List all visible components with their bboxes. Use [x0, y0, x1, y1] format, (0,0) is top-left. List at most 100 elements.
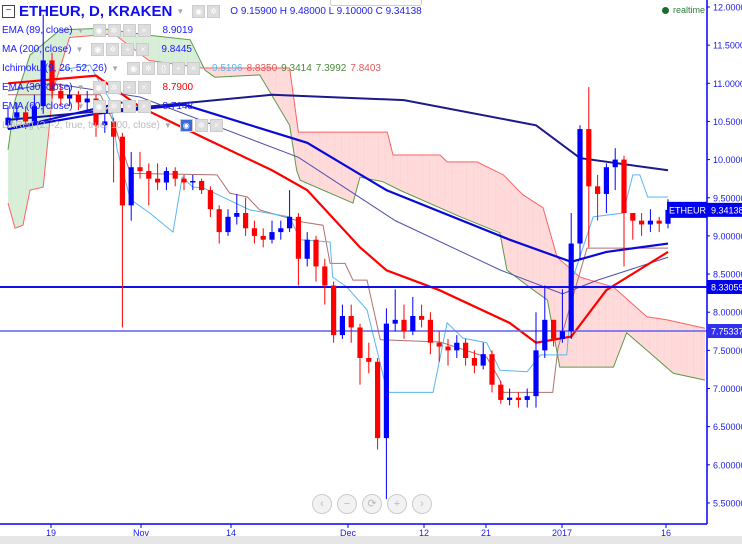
symbol-title: ETHEUR, D, KRAKEN [19, 3, 173, 20]
close-icon[interactable]: × [137, 24, 151, 37]
cloud-segment [277, 68, 279, 107]
eye-icon[interactable]: ◉ [126, 62, 140, 75]
cloud-segment [483, 164, 485, 227]
cloud-segment [266, 68, 268, 89]
cloud-segment [616, 290, 618, 358]
eye-icon[interactable]: ◉ [179, 119, 193, 132]
eye-icon[interactable]: ◉ [192, 5, 206, 18]
candle-body [181, 178, 187, 183]
scroll-left-button[interactable]: ‹ [312, 494, 332, 514]
collapse-legend-button[interactable]: − [2, 5, 15, 18]
cloud-segment [81, 29, 83, 37]
eye-icon[interactable]: ◉ [92, 81, 106, 94]
cloud-segment [228, 68, 230, 77]
candle [463, 338, 469, 366]
cloud-segment [413, 155, 415, 197]
plus-icon[interactable]: + [122, 100, 136, 113]
cloud-segment [363, 132, 365, 179]
chevron-down-icon[interactable]: ▼ [163, 121, 172, 130]
indicator-ema60[interactable]: EMA (60, close) ▼ ◉ ✲ + × 8.7148 [2, 97, 422, 116]
indicator-ema30[interactable]: EMA (30, close) ▼ ◉ ✲ + × 8.7900 [2, 78, 422, 97]
cloud-segment [353, 132, 355, 200]
cloud-segment [608, 285, 610, 368]
candle-body [586, 129, 592, 187]
close-icon[interactable]: × [186, 62, 200, 75]
cloud-segment [573, 271, 575, 368]
cloud-segment [389, 142, 391, 186]
candle [533, 312, 539, 408]
braces-icon[interactable]: {} [156, 62, 170, 75]
cloud-segment [55, 32, 57, 83]
cloud-segment [333, 132, 335, 196]
chevron-down-icon[interactable]: ▼ [76, 26, 85, 35]
gear-icon[interactable]: ✲ [107, 81, 121, 94]
candle [84, 90, 90, 111]
chevron-down-icon[interactable]: ▼ [111, 64, 119, 73]
plus-icon[interactable]: + [171, 62, 185, 75]
eye-icon[interactable]: ◉ [92, 24, 106, 37]
cloud-segment [646, 316, 648, 352]
gear-icon[interactable]: ✲ [106, 43, 120, 56]
indicator-ema89[interactable]: EMA (89, close) ▼ ◉ ✲ + × 8.9019 [2, 21, 422, 40]
cloud-segment [583, 278, 585, 368]
cloud-segment [472, 161, 474, 223]
cloud-segment [459, 161, 461, 217]
plus-icon[interactable]: + [122, 81, 136, 94]
eye-icon[interactable]: ◉ [91, 43, 105, 56]
close-icon[interactable]: × [137, 100, 151, 113]
gear-icon[interactable]: ✲ [107, 100, 121, 113]
indicator-ma200[interactable]: MA (200, close) ▼ ◉ ✲ + × 9.8445 [2, 40, 422, 59]
cloud-segment [297, 125, 299, 176]
price-label-box [707, 279, 742, 294]
close-icon[interactable]: × [136, 43, 150, 56]
zoom-in-button[interactable]: + [387, 494, 407, 514]
cloud-segment [433, 155, 435, 206]
plus-icon[interactable]: + [121, 43, 135, 56]
gear-icon[interactable]: ✲ [107, 24, 121, 37]
scroll-right-button[interactable]: › [412, 494, 432, 514]
indicator-linreg[interactable]: LinReg (2, -2, true, true, 100, close) ▼ … [2, 116, 422, 135]
zoom-out-button[interactable]: − [337, 494, 357, 514]
cloud-segment [575, 273, 577, 368]
cloud-segment [631, 303, 633, 339]
cloud-segment [377, 132, 379, 181]
cloud-segment [600, 283, 602, 368]
cloud-segment [313, 132, 315, 187]
gear-icon[interactable]: ✲ [207, 5, 221, 18]
cloud-segment [23, 70, 25, 221]
cloud-segment [515, 187, 517, 278]
close-icon[interactable]: × [209, 119, 223, 132]
cloud-segment [376, 132, 378, 181]
cloud-segment [521, 192, 522, 282]
cloud-segment [380, 132, 382, 182]
cloud-segment [598, 282, 600, 368]
gear-icon[interactable]: ✲ [141, 62, 155, 75]
indicator-ichimoku[interactable]: Ichimoku (9, 26, 52, 26) ▼ ◉ ✲{} + × 9.5196 … [2, 59, 422, 78]
cloud-segment [384, 132, 386, 184]
close-icon[interactable]: × [137, 81, 151, 94]
cloud-segment [444, 159, 446, 211]
chevron-down-icon[interactable]: ▼ [176, 7, 185, 16]
candle [419, 304, 425, 328]
cloud-segment [359, 132, 360, 181]
cloud-segment [684, 323, 686, 376]
cloud-segment [178, 38, 180, 65]
cloud-segment [71, 29, 73, 38]
cloud-segment [585, 278, 587, 368]
cloud-segment [477, 161, 478, 224]
cloud-segment [214, 68, 216, 78]
cloud-segment [455, 161, 457, 216]
chevron-down-icon[interactable]: ▼ [75, 45, 84, 54]
cloud-segment [17, 89, 19, 228]
cloud-segment [594, 281, 596, 368]
gear-icon[interactable]: ✲ [194, 119, 208, 132]
cloud-segment [279, 68, 280, 109]
chevron-down-icon[interactable]: ▼ [76, 102, 85, 111]
cloud-segment [169, 37, 171, 64]
reset-button[interactable]: ⟳ [362, 494, 382, 514]
chevron-down-icon[interactable]: ▼ [76, 83, 85, 92]
cloud-segment [528, 198, 530, 288]
plus-icon[interactable]: + [122, 24, 136, 37]
eye-icon[interactable]: ◉ [92, 100, 106, 113]
